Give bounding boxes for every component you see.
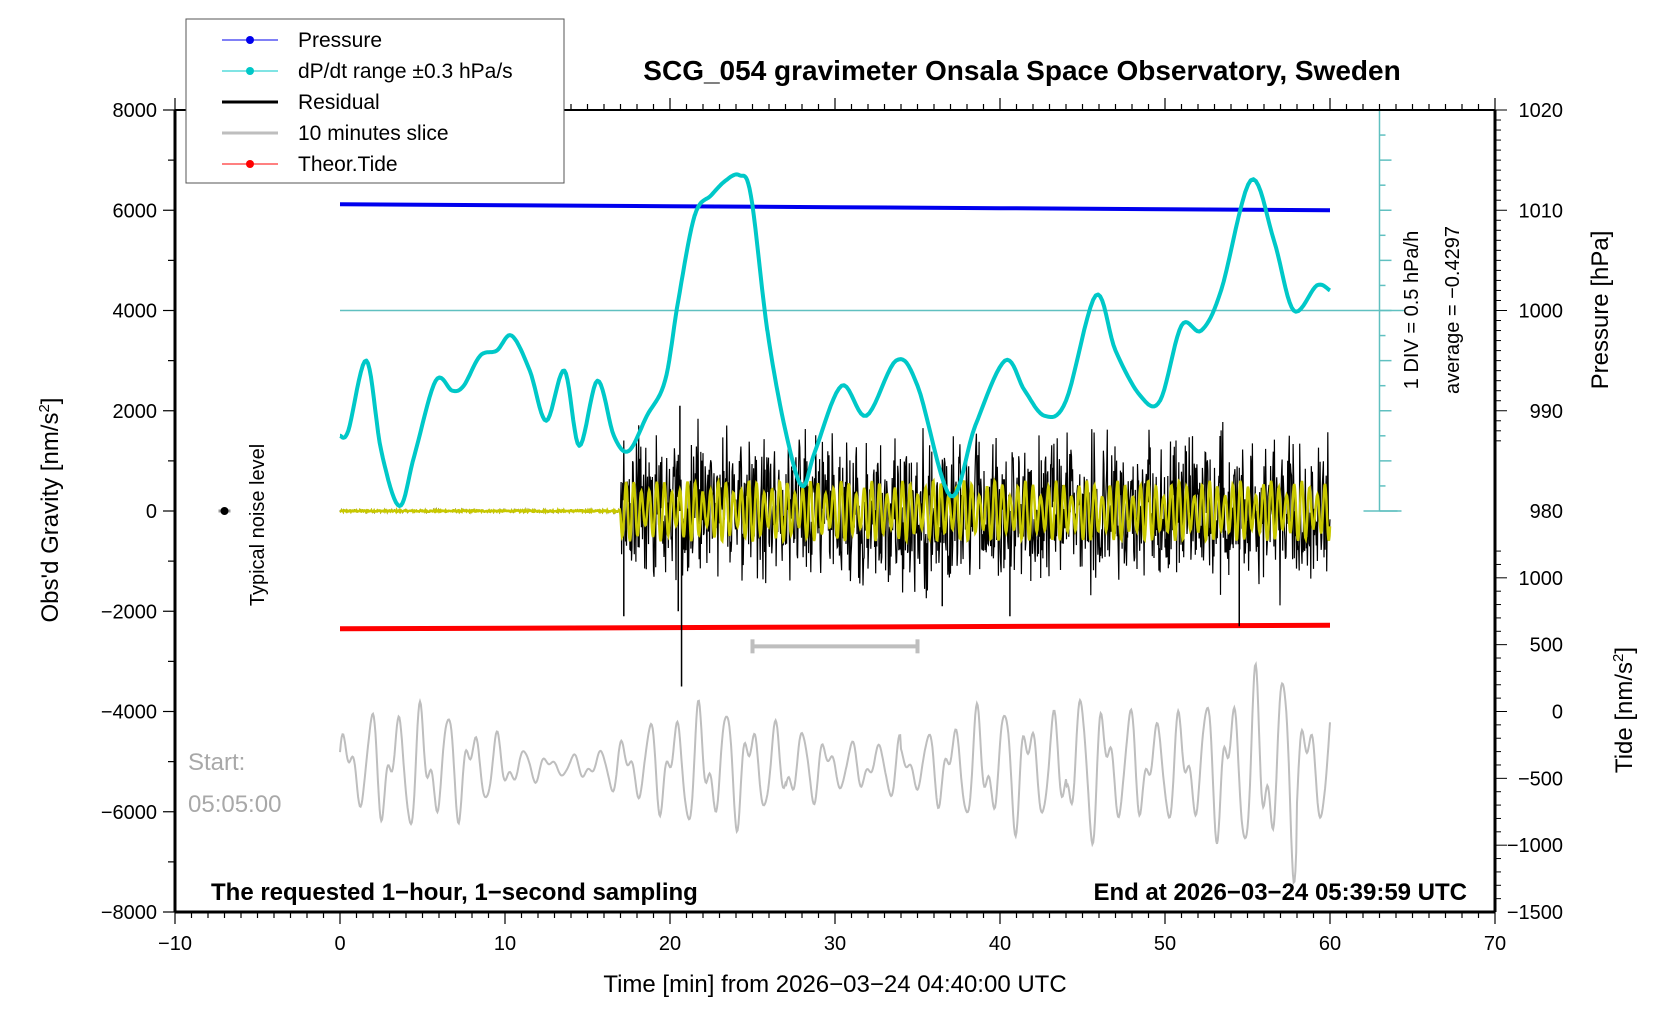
- dpdt-series-line: [338, 172, 1332, 508]
- axes: −10 0 10 20 30 40 50 60 7080006000400020000−2000…: [101, 98, 1563, 955]
- tide-tick-label: −500: [1518, 768, 1563, 790]
- plot-area: [218, 109, 1405, 885]
- legend-marker: [246, 67, 254, 75]
- legend-label: Theor.Tide: [298, 153, 398, 176]
- y-tick-label: 0: [146, 501, 157, 523]
- legend-label: Residual: [298, 91, 380, 114]
- end-time-note: End at 2026−03−24 05:39:59 UTC: [1093, 879, 1467, 906]
- pressure-tick-label: 980: [1530, 501, 1563, 523]
- x-tick-label: 50: [1154, 933, 1176, 955]
- noise-level-point: [220, 507, 229, 515]
- tide-tick-label: 0: [1552, 702, 1563, 724]
- y-tick-label: 8000: [113, 100, 158, 122]
- legend-marker: [246, 160, 254, 168]
- x-tick-label: 30: [824, 933, 846, 955]
- pressure-series-line: [339, 202, 1331, 213]
- y-tick-label: 6000: [113, 200, 158, 222]
- start-time-label: 05:05:00: [188, 791, 281, 818]
- y-axis-label-left: Obs'd Gravity [nm/s2]: [36, 398, 64, 623]
- tide-tick-label: 1000: [1519, 568, 1564, 590]
- pressure-tick-label: 1020: [1519, 100, 1564, 122]
- x-tick-label: 20: [659, 933, 681, 955]
- legend-label: dP/dt range ±0.3 hPa/s: [298, 60, 513, 83]
- x-axis-label: Time [min] from 2026−03−24 04:40:00 UTC: [603, 971, 1066, 998]
- y-tick-label: −8000: [101, 902, 157, 924]
- legend-marker: [246, 36, 254, 44]
- pressure-tick-label: 1000: [1519, 301, 1564, 323]
- y-axis-label-pressure: Pressure [hPa]: [1587, 231, 1614, 390]
- y-axis-label-tide: Tide [nm/s2]: [1610, 647, 1638, 773]
- y-tick-label: −4000: [101, 702, 157, 724]
- x-tick-label: 40: [989, 933, 1011, 955]
- y-tick-label: −6000: [101, 802, 157, 824]
- dpdt-div-label: 1 DIV = 0.5 hPa/h: [1401, 231, 1423, 389]
- start-label: Start:: [188, 749, 245, 776]
- y-tick-label: 2000: [113, 401, 158, 423]
- tide-tick-label: 500: [1530, 635, 1563, 657]
- y-tick-label: 4000: [113, 301, 158, 323]
- legend-label: Pressure: [298, 29, 382, 52]
- legend-label: 10 minutes slice: [298, 122, 449, 145]
- tide-tick-label: −1500: [1507, 902, 1563, 924]
- x-tick-label: −10: [158, 933, 192, 955]
- dpdt-average-label: average = −0.4297: [1442, 226, 1464, 394]
- pressure-tick-label: 990: [1530, 401, 1563, 423]
- pressure-tick-label: 1010: [1519, 200, 1564, 222]
- x-tick-label: 0: [334, 933, 345, 955]
- noise-level-label: Typical noise level: [247, 444, 269, 606]
- slice-series-line: [339, 660, 1331, 885]
- x-tick-label: 70: [1484, 933, 1506, 955]
- tide-tick-label: −1000: [1507, 835, 1563, 857]
- filtered-residual-line: [339, 476, 1332, 545]
- x-tick-label: 60: [1319, 933, 1341, 955]
- chart-title: SCG_054 gravimeter Onsala Space Observat…: [643, 55, 1400, 86]
- y-tick-label: −2000: [101, 601, 157, 623]
- x-tick-label: 10: [494, 933, 516, 955]
- legend: Pressure dP/dt range ±0.3 hPa/s Residual 10…: [185, 18, 565, 184]
- tide-series-line: [339, 622, 1331, 632]
- sampling-note: The requested 1−hour, 1−second sampling: [211, 879, 698, 906]
